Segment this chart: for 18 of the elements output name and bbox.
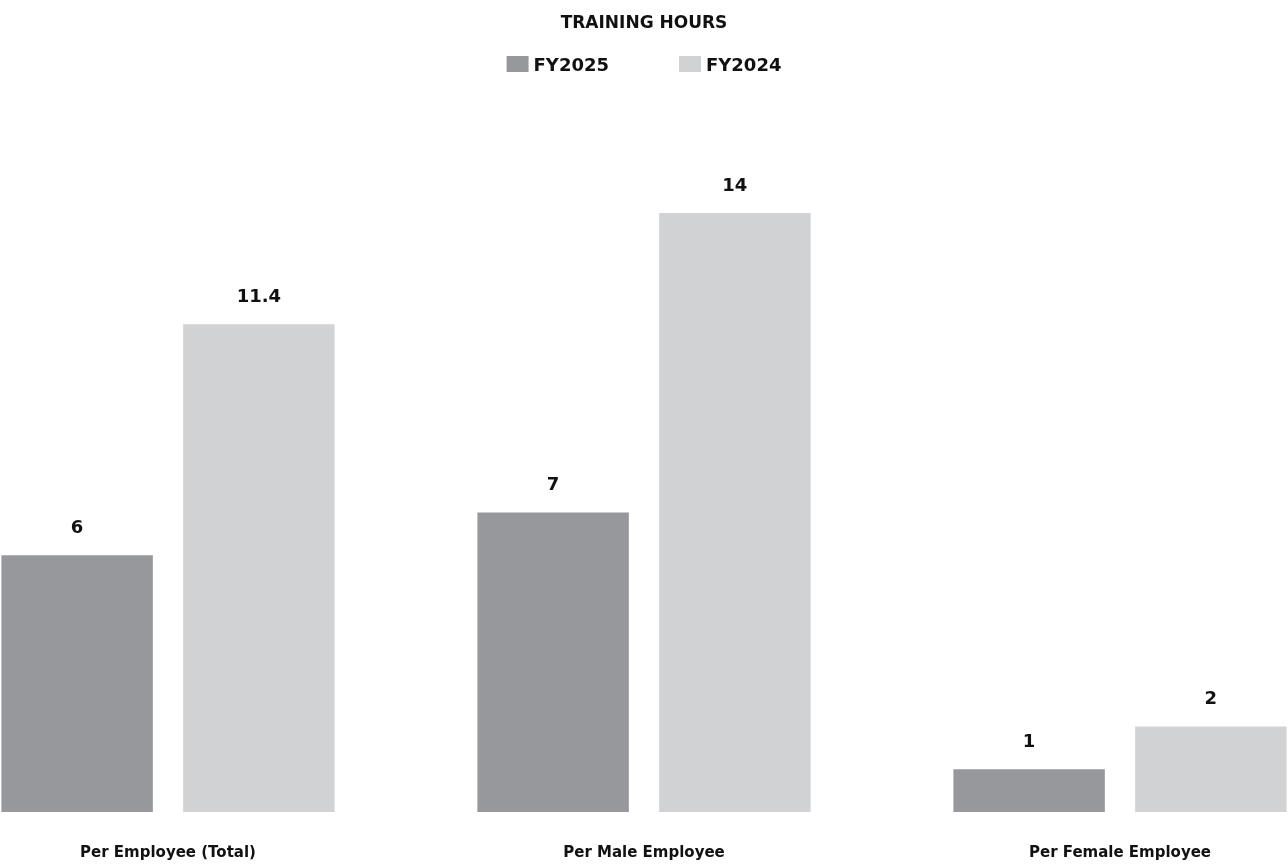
chart-title: TRAINING HOURS — [560, 11, 728, 32]
legend-label: FY2024 — [706, 53, 782, 75]
data-label: 1 — [1022, 729, 1036, 751]
bar — [183, 324, 335, 812]
x-tick-label: Per Female Employee — [1028, 842, 1212, 861]
data-label: 11.4 — [236, 284, 282, 306]
bar — [953, 769, 1105, 812]
x-tick-label: Per Employee (Total) — [80, 842, 256, 861]
x-tick-label: Per Male Employee — [563, 842, 725, 861]
data-label: 2 — [1204, 686, 1218, 708]
bar — [477, 512, 629, 812]
data-label: 14 — [722, 173, 748, 195]
bar — [1135, 726, 1287, 812]
bar — [1, 555, 153, 812]
data-label: 6 — [70, 515, 84, 537]
data-label: 7 — [546, 473, 560, 494]
legend-label: FY2025 — [533, 53, 610, 75]
bar — [659, 213, 811, 812]
